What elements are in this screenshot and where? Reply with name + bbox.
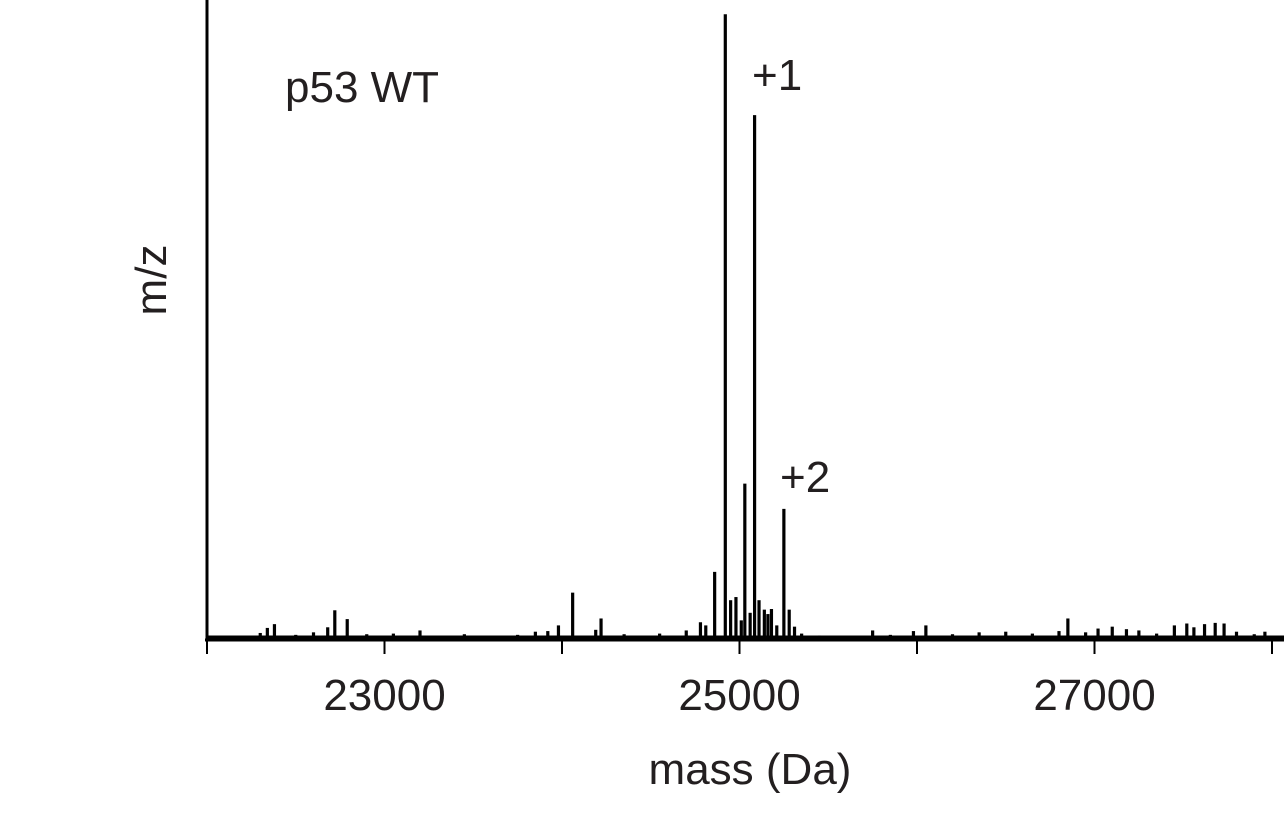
peaks: [223, 14, 1267, 639]
x-tick-label-27000: 27000: [1033, 671, 1155, 720]
peak-label-plus2: +2: [780, 453, 830, 502]
x-tick-label-25000: 25000: [678, 671, 800, 720]
y-axis-label: m/z: [127, 245, 176, 316]
x-axis-tick-labels: 23000 25000 27000: [323, 671, 1155, 720]
sample-label: p53 WT: [285, 63, 439, 112]
x-tick-label-23000: 23000: [323, 671, 445, 720]
x-axis-label: mass (Da): [649, 745, 852, 794]
x-axis-ticks: [206, 641, 1273, 654]
peak-label-plus1: +1: [752, 51, 802, 100]
